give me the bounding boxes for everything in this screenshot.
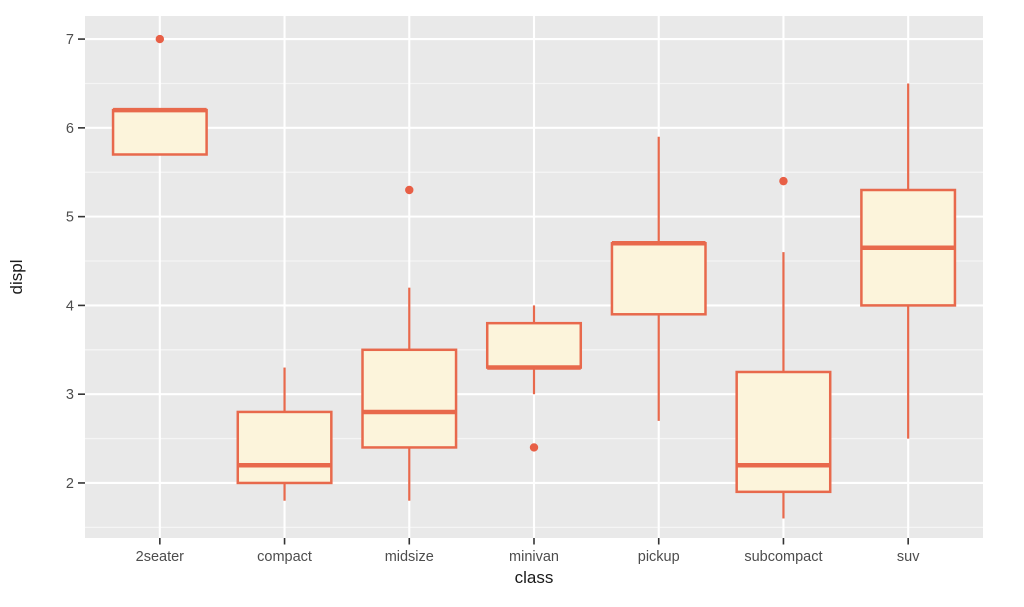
box-midsize xyxy=(361,348,458,449)
x-tick-label-suv: suv xyxy=(897,549,920,565)
x-tick-label-midsize: midsize xyxy=(385,549,434,565)
y-tick-label-4: 4 xyxy=(66,298,74,314)
box-minivan xyxy=(485,321,583,369)
outlier-2seater-7 xyxy=(155,34,165,44)
x-tick-label-2seater: 2seater xyxy=(136,549,185,565)
x-axis-title: class xyxy=(515,568,554,587)
plot-panel: 2 3 4 5 6 7 2seater compact midsize minivan pickup… xyxy=(66,16,983,565)
outlier-midsize-5.3 xyxy=(405,185,414,195)
y-tick-label-7: 7 xyxy=(66,32,74,48)
x-tick-label-compact: compact xyxy=(257,549,312,565)
y-axis-title: displ xyxy=(7,260,26,295)
y-tick-label-3: 3 xyxy=(66,387,74,403)
box-pickup xyxy=(610,242,707,316)
x-tick-label-minivan: minivan xyxy=(509,549,559,565)
y-tick-label-5: 5 xyxy=(66,210,74,226)
outlier-subcompact-5.4 xyxy=(779,176,788,186)
outlier-minivan-2.4 xyxy=(529,443,539,452)
box-2seater xyxy=(111,108,208,156)
box-compact xyxy=(236,410,333,485)
y-tick-label-6: 6 xyxy=(66,121,74,137)
x-tick-label-pickup: pickup xyxy=(638,549,680,565)
box-subcompact xyxy=(735,370,832,494)
y-tick-label-2: 2 xyxy=(66,476,74,492)
x-tick-label-subcompact: subcompact xyxy=(744,549,822,565)
